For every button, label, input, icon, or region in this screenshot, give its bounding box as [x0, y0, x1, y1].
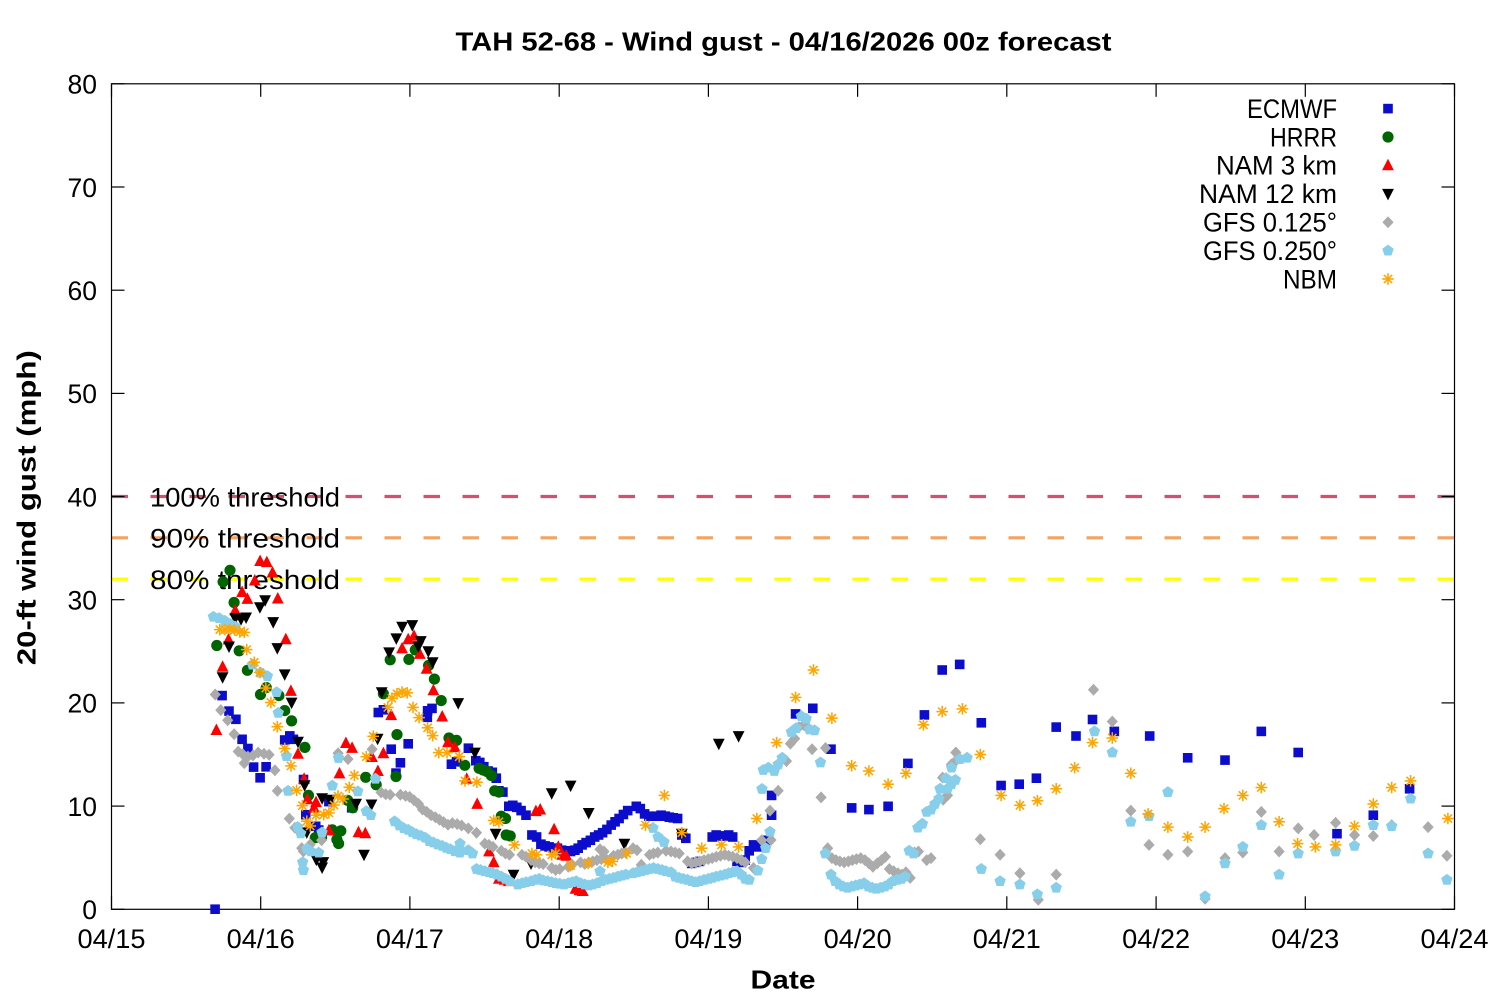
svg-text:GFS 0.250°: GFS 0.250° [1203, 236, 1337, 266]
svg-text:70: 70 [68, 173, 97, 203]
svg-text:90% threshold: 90% threshold [150, 524, 340, 554]
svg-text:NAM 12 km: NAM 12 km [1199, 179, 1337, 209]
svg-text:04/23: 04/23 [1271, 924, 1339, 954]
svg-text:80% threshold: 80% threshold [150, 565, 340, 595]
svg-text:60: 60 [68, 276, 97, 306]
svg-text:GFS 0.125°: GFS 0.125° [1203, 208, 1337, 238]
svg-text:04/15: 04/15 [78, 924, 146, 954]
svg-text:80: 80 [68, 70, 97, 100]
svg-text:NAM 3 km: NAM 3 km [1216, 151, 1337, 181]
svg-text:04/16: 04/16 [227, 924, 295, 954]
svg-text:ECMWF: ECMWF [1247, 94, 1337, 124]
svg-text:NBM: NBM [1283, 264, 1337, 294]
svg-text:TAH 52-68 - Wind gust - 04/16/: TAH 52-68 - Wind gust - 04/16/2026 00z f… [456, 26, 1112, 56]
svg-text:04/17: 04/17 [376, 924, 444, 954]
svg-text:04/24: 04/24 [1421, 924, 1489, 954]
svg-text:10: 10 [68, 792, 97, 822]
svg-text:Date: Date [751, 965, 816, 995]
svg-text:04/20: 04/20 [824, 924, 892, 954]
svg-text:20-ft wind gust (mph): 20-ft wind gust (mph) [12, 350, 42, 665]
svg-text:100% threshold: 100% threshold [150, 482, 340, 512]
svg-text:30: 30 [68, 586, 97, 616]
svg-text:40: 40 [68, 482, 97, 512]
svg-text:0: 0 [82, 895, 97, 925]
svg-text:04/21: 04/21 [973, 924, 1041, 954]
svg-text:20: 20 [68, 689, 97, 719]
svg-text:HRRR: HRRR [1270, 122, 1337, 152]
svg-text:50: 50 [68, 379, 97, 409]
svg-text:04/19: 04/19 [674, 924, 742, 954]
svg-text:04/22: 04/22 [1122, 924, 1190, 954]
svg-text:04/18: 04/18 [525, 924, 593, 954]
